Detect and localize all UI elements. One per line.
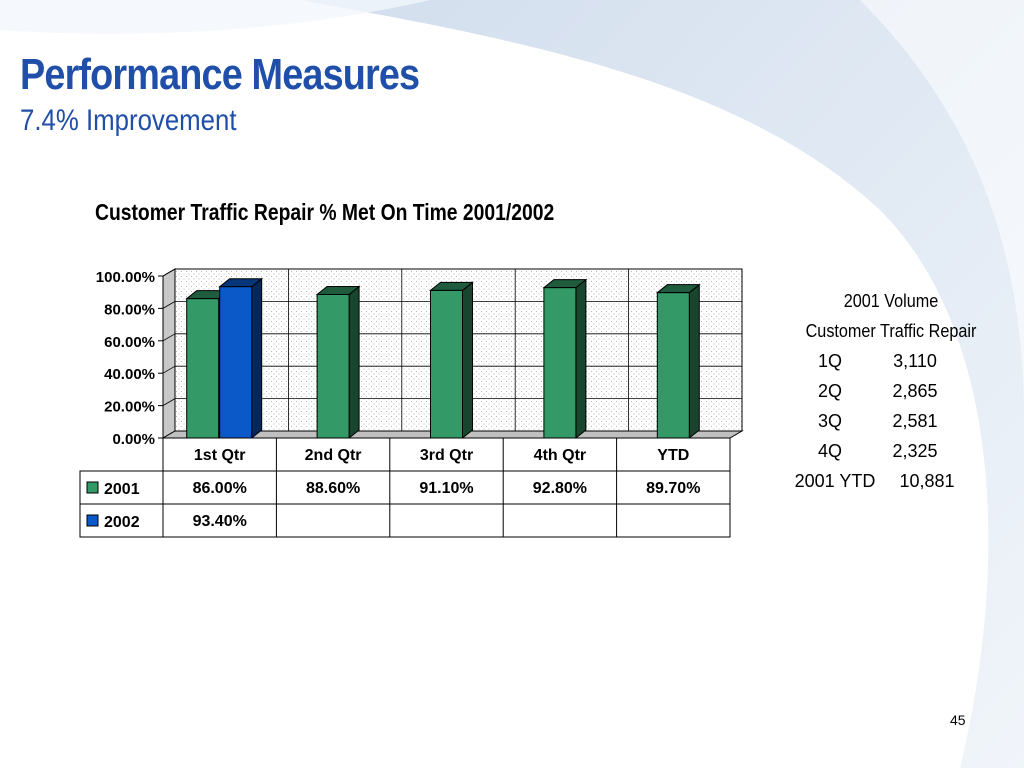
- volume-row: 3Q 2,581: [780, 406, 1002, 436]
- volume-value: 2,865: [892, 381, 938, 401]
- data-label: 88.60%: [306, 480, 360, 497]
- chart-side-wall: [162, 268, 176, 439]
- gridline-side: [162, 301, 176, 309]
- volume-row: 2Q 2,865: [780, 376, 1002, 406]
- slide-title: Performance Measures: [20, 50, 420, 99]
- bar-side: [348, 285, 360, 440]
- y-tick-label: 60.00%: [104, 334, 155, 351]
- bar-side: [688, 283, 700, 440]
- volume-quarter: 4Q: [817, 441, 842, 461]
- bar-front: [186, 298, 220, 439]
- y-tick-label: 40.00%: [104, 366, 155, 383]
- bar-front: [219, 286, 253, 439]
- bar-front: [543, 287, 577, 439]
- volume-row: 1Q 3,110: [780, 346, 1002, 376]
- x-tick-label: YTD: [657, 447, 689, 464]
- volume-quarter: 3Q: [817, 411, 842, 431]
- data-label: 89.70%: [646, 480, 700, 497]
- volume-total-label: 2001 YTD: [794, 471, 876, 491]
- x-tick-label: 1st Qtr: [194, 447, 246, 464]
- legend-label: 2001: [104, 481, 140, 498]
- y-tick-label: 20.00%: [104, 399, 155, 416]
- bar-front: [316, 293, 350, 439]
- gridline-side: [162, 365, 176, 374]
- bar-2002-1st-qtr: [218, 277, 264, 440]
- volume-title: 2001 Volume: [843, 291, 939, 311]
- chart-title: Customer Traffic Repair % Met On Time 20…: [95, 199, 555, 225]
- legend-swatch: [86, 481, 99, 494]
- x-tick-label: 2nd Qtr: [305, 447, 362, 464]
- volume-value: 3,110: [893, 351, 937, 371]
- bar-front: [430, 289, 463, 439]
- gridline-side: [162, 268, 176, 277]
- volume-subtitle: Customer Traffic Repair: [805, 321, 977, 341]
- volume-table: 2001 Volume Customer Traffic Repair 1Q 3…: [780, 286, 1002, 496]
- volume-total-row: 2001 YTD 10,881: [780, 466, 1002, 496]
- legend-swatch: [86, 514, 99, 527]
- page-number: 45: [950, 712, 966, 728]
- y-tick-label: 80.00%: [104, 301, 155, 318]
- bar-2001-4th-qtr: [542, 278, 588, 440]
- bar-side: [462, 281, 473, 440]
- y-tick-label: 0.00%: [112, 431, 155, 448]
- volume-value: 2,325: [892, 441, 938, 461]
- volume-quarter: 2Q: [817, 381, 842, 401]
- data-label: 91.10%: [419, 480, 473, 497]
- legend-label: 2002: [104, 514, 140, 531]
- y-tick-label: 100.00%: [96, 269, 155, 286]
- slide-subtitle: 7.4% Improvement: [20, 104, 237, 137]
- data-label: 92.80%: [533, 480, 587, 497]
- volume-value: 2,581: [892, 411, 938, 431]
- gridline-side: [162, 333, 176, 342]
- volume-total-value: 10,881: [899, 471, 955, 491]
- x-tick-label: 3rd Qtr: [420, 447, 473, 464]
- data-label: 93.40%: [193, 513, 247, 530]
- gridline-side: [162, 398, 176, 406]
- volume-row: 4Q 2,325: [780, 436, 1002, 466]
- bar-2001-ytd: [655, 283, 701, 440]
- bar-2001-3rd-qtr: [429, 281, 474, 440]
- volume-quarter: 1Q: [817, 351, 842, 371]
- bar-side: [251, 277, 263, 440]
- bar-front: [656, 292, 690, 439]
- data-label: 86.00%: [193, 480, 247, 497]
- bar-side: [575, 278, 587, 440]
- x-tick-label: 4th Qtr: [534, 447, 586, 464]
- bar-2001-2nd-qtr: [315, 285, 361, 440]
